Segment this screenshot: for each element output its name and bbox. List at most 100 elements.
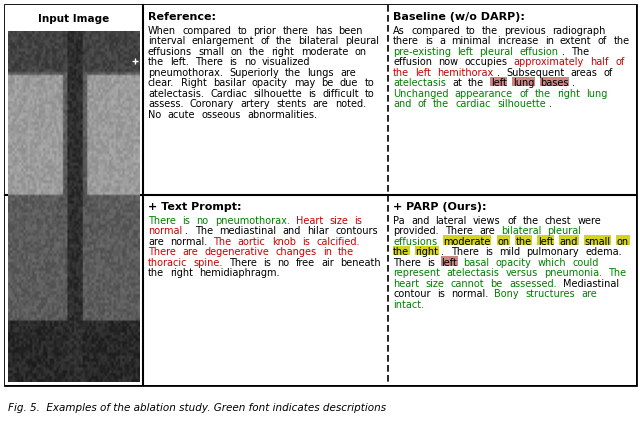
Text: compared: compared — [182, 25, 231, 36]
Text: normal.: normal. — [170, 236, 207, 247]
Bar — [388, 5, 636, 195]
Text: assessed.: assessed. — [509, 279, 557, 288]
Text: mild: mild — [499, 247, 520, 257]
Text: is: is — [302, 236, 310, 247]
Text: stents: stents — [276, 99, 307, 109]
Text: normal.: normal. — [451, 289, 488, 299]
Text: opacity: opacity — [252, 78, 287, 88]
Text: basilar: basilar — [212, 78, 246, 88]
Text: clear.: clear. — [148, 78, 174, 88]
Text: to: to — [365, 78, 374, 88]
Text: effusion: effusion — [520, 47, 559, 57]
Text: on: on — [231, 47, 243, 57]
Text: increase: increase — [497, 36, 538, 46]
Text: .: . — [562, 47, 564, 57]
Text: The: The — [214, 236, 232, 247]
Text: of: of — [519, 88, 529, 99]
Text: the: the — [482, 25, 499, 36]
Text: are: are — [581, 289, 597, 299]
Text: the: the — [393, 247, 409, 257]
Text: extent: extent — [560, 36, 591, 46]
Text: versus: versus — [506, 268, 538, 278]
Text: chest: chest — [545, 216, 572, 225]
Text: enlargement: enlargement — [191, 36, 254, 46]
Text: abnormalities.: abnormalities. — [247, 110, 317, 120]
Text: + Text Prompt:: + Text Prompt: — [148, 202, 241, 212]
Text: represent: represent — [393, 268, 440, 278]
Text: are: are — [148, 236, 164, 247]
Text: .: . — [442, 247, 445, 257]
Text: the: the — [276, 36, 292, 46]
Text: right: right — [415, 247, 438, 257]
Text: Right: Right — [180, 78, 206, 88]
Text: left: left — [491, 78, 506, 88]
Text: previous: previous — [504, 25, 547, 36]
Bar — [388, 195, 636, 385]
Text: atelectasis.: atelectasis. — [148, 88, 204, 99]
Text: atelectasis: atelectasis — [446, 268, 499, 278]
Text: be: be — [490, 279, 502, 288]
Text: free: free — [296, 258, 315, 268]
Text: no: no — [278, 258, 290, 268]
Text: the: the — [613, 36, 630, 46]
Text: are: are — [312, 99, 328, 109]
Text: Pa: Pa — [393, 216, 404, 225]
Text: Subsequent: Subsequent — [506, 68, 564, 77]
Text: size: size — [329, 216, 348, 225]
Text: calcified.: calcified. — [316, 236, 360, 247]
Text: of: of — [604, 68, 613, 77]
Text: The: The — [608, 268, 627, 278]
Text: on: on — [355, 47, 367, 57]
Text: which: which — [538, 258, 566, 268]
Text: the: the — [433, 99, 449, 109]
Text: bilateral: bilateral — [501, 226, 541, 236]
Text: compared: compared — [411, 25, 460, 36]
Text: radiograph: radiograph — [552, 25, 606, 36]
Text: .: . — [186, 226, 188, 236]
Bar — [515, 235, 532, 244]
Text: mediastinal: mediastinal — [219, 226, 276, 236]
Text: left: left — [457, 47, 473, 57]
Text: edema.: edema. — [585, 247, 622, 257]
Text: left: left — [441, 258, 457, 268]
Text: .: . — [549, 99, 552, 109]
Text: .: . — [497, 68, 500, 77]
Text: pleural: pleural — [548, 226, 582, 236]
Text: When: When — [148, 25, 176, 36]
Bar — [537, 235, 554, 244]
Text: pneumonia.: pneumonia. — [544, 268, 602, 278]
Text: provided.: provided. — [393, 226, 438, 236]
Text: Mediastinal: Mediastinal — [563, 279, 619, 288]
Text: Input Image: Input Image — [38, 14, 109, 24]
Text: is: is — [308, 88, 316, 99]
Text: pneumothorax.: pneumothorax. — [214, 216, 289, 225]
Text: difficult: difficult — [323, 88, 359, 99]
Text: left: left — [415, 68, 431, 77]
Text: artery: artery — [240, 99, 270, 109]
Text: lung: lung — [513, 78, 534, 88]
Text: right: right — [170, 268, 193, 278]
Text: and: and — [282, 226, 301, 236]
Text: of: of — [418, 99, 427, 109]
Text: pulmonary: pulmonary — [526, 247, 579, 257]
Bar — [443, 235, 492, 244]
Text: no: no — [196, 216, 209, 225]
Text: were: were — [578, 216, 602, 225]
Text: left.: left. — [170, 57, 189, 67]
Text: and: and — [393, 99, 412, 109]
Text: Cardiac: Cardiac — [210, 88, 247, 99]
Text: moderate: moderate — [301, 47, 348, 57]
Text: on: on — [617, 236, 629, 247]
Text: to: to — [466, 25, 476, 36]
Text: bilateral: bilateral — [298, 36, 339, 46]
Text: heart: heart — [393, 279, 419, 288]
Bar — [616, 235, 630, 244]
Text: beneath: beneath — [340, 258, 381, 268]
Text: degenerative: degenerative — [204, 247, 269, 257]
Text: the: the — [522, 216, 539, 225]
Text: noted.: noted. — [335, 99, 365, 109]
Text: lung: lung — [586, 88, 607, 99]
Text: Baseline (w/o DARP):: Baseline (w/o DARP): — [393, 12, 525, 22]
Text: the: the — [468, 78, 484, 88]
Text: changes: changes — [275, 247, 316, 257]
